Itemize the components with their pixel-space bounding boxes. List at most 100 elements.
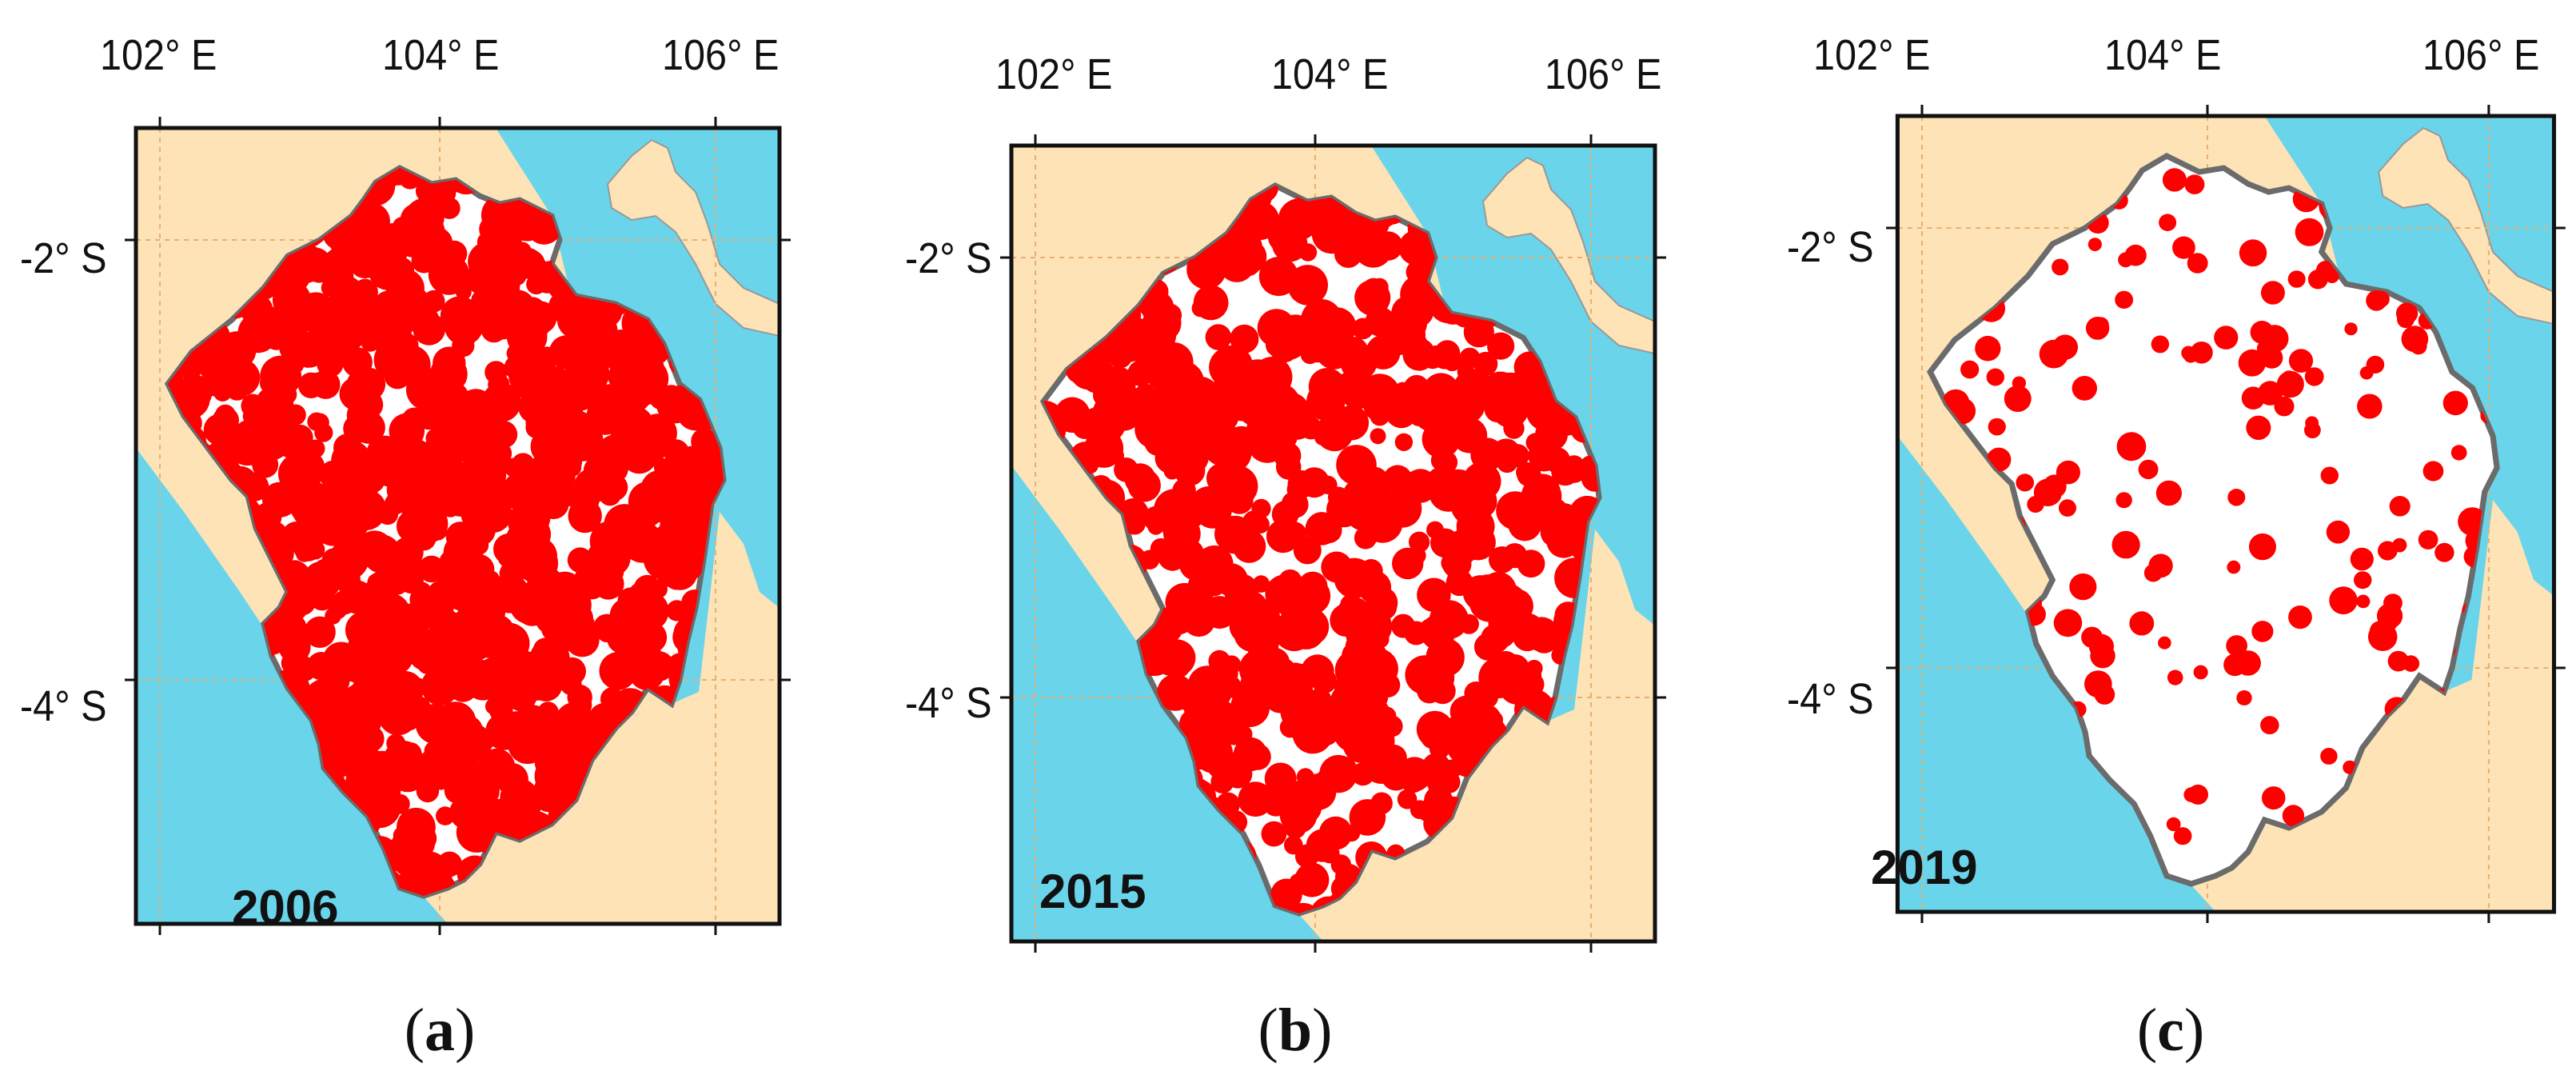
hotspot-point — [400, 711, 419, 731]
hotspot-point — [2288, 349, 2314, 373]
land-southeast — [2435, 500, 2554, 912]
hotspot-point — [424, 185, 453, 213]
hotspot-point — [653, 458, 672, 477]
hotspot-point — [1216, 466, 1258, 507]
hotspot-point — [2181, 346, 2196, 361]
hotspot-point — [536, 788, 560, 813]
hotspot-point — [1181, 591, 1218, 628]
hotspot-point — [640, 488, 657, 505]
hotspot-point — [1155, 542, 1177, 564]
hotspot-point — [307, 266, 324, 282]
hotspot-point — [1088, 366, 1111, 387]
hotspot-point — [216, 442, 242, 469]
hotspot-point — [1195, 696, 1235, 737]
hotspot-point — [662, 510, 704, 552]
hotspot-point — [473, 494, 512, 534]
hotspot-point — [1279, 598, 1300, 619]
hotspot-point — [1294, 844, 1319, 869]
hotspot-point — [2172, 236, 2195, 259]
hotspot-point — [252, 451, 279, 478]
hotspot-point — [2053, 609, 2083, 637]
hotspot-point — [2251, 621, 2274, 642]
hotspot-point — [2236, 690, 2252, 705]
hotspot-point — [2261, 786, 2286, 810]
hotspot-point — [339, 505, 370, 537]
lat-tick-4s-c: -4° S — [1787, 675, 1874, 723]
hotspot-point — [2227, 489, 2246, 506]
hotspot-point — [2184, 174, 2205, 194]
hotspot-point — [445, 312, 468, 335]
hotspot-point — [2305, 416, 2319, 430]
hotspot-point — [386, 733, 406, 753]
hotspot-point — [2004, 385, 2032, 412]
hotspot-point — [1422, 373, 1460, 410]
hotspot-point — [506, 316, 548, 358]
hotspot-point — [2027, 496, 2044, 513]
hotspot-point — [633, 574, 661, 603]
hotspot-point — [265, 530, 293, 558]
hotspot-point — [1271, 501, 1299, 528]
hotspot-point — [401, 853, 427, 880]
hotspot-point — [2151, 335, 2170, 354]
hotspot-point — [447, 472, 484, 510]
hotspot-point — [2187, 253, 2208, 274]
hotspot-point — [1422, 753, 1451, 782]
hotspot-point — [1320, 843, 1340, 864]
hotspot-point — [335, 544, 363, 571]
hotspot-point — [421, 376, 445, 400]
hotspot-point — [1412, 625, 1429, 641]
hotspot-point — [2329, 586, 2358, 615]
hotspot-point — [397, 460, 436, 498]
hotspot-point — [606, 390, 636, 420]
hotspot-point — [515, 673, 533, 692]
hotspot-point — [287, 424, 313, 451]
hotspot-point — [1272, 263, 1290, 281]
hotspot-point — [1370, 792, 1393, 815]
hotspot-point — [1271, 226, 1308, 262]
lon-tick-106-c: 106° E — [2422, 31, 2540, 79]
hotspot-point — [1162, 510, 1198, 547]
map-b — [1000, 134, 1666, 953]
hotspot-point — [1307, 704, 1335, 732]
hotspot-point — [1482, 371, 1518, 407]
hotspot-point — [2295, 218, 2324, 246]
hotspot-point — [2052, 258, 2069, 276]
hotspot-point — [2356, 594, 2371, 609]
hotspot-point — [2084, 670, 2112, 698]
hotspot-point — [2116, 432, 2147, 462]
hotspot-point — [2376, 603, 2403, 629]
hotspot-point — [444, 553, 476, 585]
hotspot-point — [2227, 560, 2241, 574]
hotspot-point — [644, 651, 675, 681]
hotspot-point — [600, 474, 628, 502]
hotspot-point — [1191, 299, 1210, 318]
hotspot-point — [2366, 355, 2385, 374]
hotspot-point — [584, 306, 608, 330]
hotspot-point — [1563, 461, 1585, 483]
hotspot-point — [536, 610, 559, 633]
hotspot-point — [477, 657, 511, 692]
hotspot-point — [1321, 323, 1353, 354]
hotspot-point — [1235, 250, 1262, 277]
hotspot-point — [1306, 866, 1327, 888]
hotspot-point — [1263, 678, 1298, 713]
hotspot-point — [1299, 773, 1337, 810]
hotspot-point — [1233, 737, 1268, 772]
hotspot-point — [532, 637, 558, 662]
hotspot-point — [1124, 501, 1145, 522]
hotspot-point — [2167, 669, 2183, 685]
hotspot-point — [2088, 238, 2102, 251]
hotspot-point — [253, 502, 282, 532]
hotspot-point — [2138, 459, 2159, 480]
hotspot-point — [1182, 541, 1204, 563]
lon-tick-104-b: 104° E — [1271, 50, 1389, 98]
hotspot-point — [1370, 428, 1386, 445]
hotspot-point — [1517, 462, 1541, 487]
map-a — [125, 117, 791, 935]
hotspot-point — [1370, 278, 1389, 296]
hotspot-point — [309, 372, 326, 390]
hotspot-point — [1478, 657, 1520, 698]
hotspot-point — [648, 386, 673, 410]
map-panel-b: 102° E 104° E 106° E -2° S -4° S 2015 (b… — [855, 0, 1703, 1087]
hotspot-point — [393, 633, 425, 665]
